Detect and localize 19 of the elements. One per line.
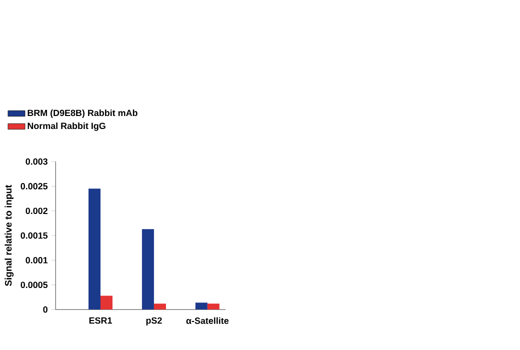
y-tick-label: 0.001	[26, 257, 48, 264]
x-tick-label: α-Satellite	[186, 317, 229, 324]
bar	[142, 229, 154, 310]
legend-label: BRM (D9E8B) Rabbit mAb	[28, 109, 138, 118]
bar	[154, 304, 166, 310]
y-tick-label: 0.003	[26, 158, 48, 165]
y-tick-label: 0.002	[26, 208, 48, 214]
y-tick-label: 0.0005	[20, 282, 48, 288]
y-tick-label: 0.0025	[20, 183, 48, 190]
bar	[100, 296, 113, 310]
bar	[207, 304, 220, 310]
bar	[195, 302, 208, 310]
y-tick-label: 0.0015	[20, 232, 48, 239]
y-tick-label: 0	[43, 306, 48, 313]
bar	[88, 188, 101, 310]
x-tick-label: pS2	[146, 317, 162, 326]
x-tick-label: ESR1	[89, 317, 112, 324]
legend-label: Normal Rabbit IgG	[28, 122, 106, 131]
y-axis-title: Signal relative to input	[4, 184, 14, 286]
